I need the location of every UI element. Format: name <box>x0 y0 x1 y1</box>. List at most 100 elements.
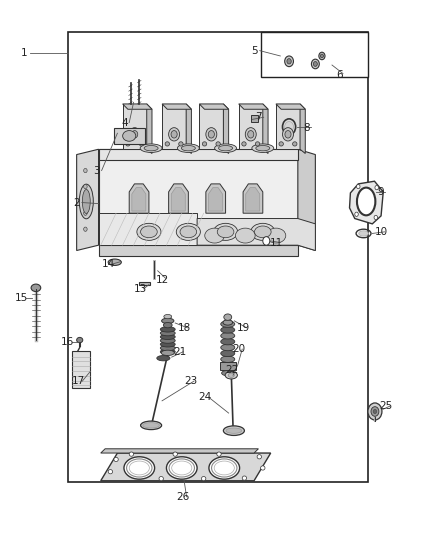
Polygon shape <box>298 149 315 251</box>
Polygon shape <box>101 453 271 481</box>
Ellipse shape <box>140 144 162 152</box>
Ellipse shape <box>221 344 235 351</box>
Text: 26: 26 <box>177 492 190 502</box>
Text: 2: 2 <box>73 198 80 207</box>
Ellipse shape <box>141 226 157 238</box>
Text: 18: 18 <box>177 323 191 333</box>
Ellipse shape <box>223 320 233 325</box>
Ellipse shape <box>215 144 237 152</box>
Ellipse shape <box>143 423 159 428</box>
Ellipse shape <box>252 144 274 152</box>
Text: 9: 9 <box>378 187 385 197</box>
Ellipse shape <box>221 321 235 327</box>
Ellipse shape <box>129 452 134 456</box>
Ellipse shape <box>287 59 291 64</box>
Polygon shape <box>101 449 258 453</box>
Ellipse shape <box>279 142 283 146</box>
Polygon shape <box>99 245 298 256</box>
Bar <box>72 351 90 388</box>
Text: 6: 6 <box>336 70 343 79</box>
Ellipse shape <box>375 185 378 190</box>
Ellipse shape <box>320 54 323 58</box>
Ellipse shape <box>132 131 138 138</box>
Text: 20: 20 <box>232 344 245 354</box>
Ellipse shape <box>177 223 201 240</box>
Bar <box>261 32 368 77</box>
Text: 21: 21 <box>173 347 186 357</box>
Text: 17: 17 <box>71 376 85 386</box>
Ellipse shape <box>141 421 162 430</box>
Ellipse shape <box>255 142 260 146</box>
Ellipse shape <box>263 237 270 245</box>
Ellipse shape <box>226 428 242 433</box>
Polygon shape <box>132 188 146 211</box>
Ellipse shape <box>123 131 136 141</box>
Ellipse shape <box>124 457 155 479</box>
Ellipse shape <box>179 142 183 146</box>
Text: 12: 12 <box>155 275 169 285</box>
Text: 23: 23 <box>184 376 197 386</box>
Text: 7: 7 <box>255 112 262 122</box>
Polygon shape <box>208 188 223 211</box>
Polygon shape <box>246 188 260 211</box>
Ellipse shape <box>222 370 234 376</box>
Ellipse shape <box>285 122 293 132</box>
Bar <box>220 362 236 370</box>
Text: 14: 14 <box>102 259 115 269</box>
Ellipse shape <box>359 231 368 236</box>
Ellipse shape <box>217 226 234 238</box>
Ellipse shape <box>228 373 234 377</box>
Polygon shape <box>199 104 223 149</box>
Polygon shape <box>77 149 99 251</box>
Polygon shape <box>123 104 147 149</box>
Ellipse shape <box>285 131 291 138</box>
Ellipse shape <box>31 284 41 292</box>
Ellipse shape <box>160 345 175 351</box>
Ellipse shape <box>357 188 375 215</box>
Text: 1: 1 <box>21 49 28 58</box>
Polygon shape <box>350 181 383 224</box>
Ellipse shape <box>214 461 234 475</box>
Ellipse shape <box>163 322 172 328</box>
Polygon shape <box>239 104 268 109</box>
Ellipse shape <box>172 461 192 475</box>
Ellipse shape <box>161 350 174 356</box>
Ellipse shape <box>371 407 379 416</box>
Ellipse shape <box>165 142 170 146</box>
Text: 16: 16 <box>61 337 74 347</box>
Polygon shape <box>169 184 188 213</box>
Polygon shape <box>263 104 268 154</box>
Ellipse shape <box>223 426 244 435</box>
Ellipse shape <box>242 142 246 146</box>
Ellipse shape <box>144 146 158 151</box>
Ellipse shape <box>166 457 197 479</box>
Ellipse shape <box>82 189 90 213</box>
Text: 3: 3 <box>93 166 100 175</box>
Text: 13: 13 <box>134 284 147 294</box>
Polygon shape <box>197 219 315 251</box>
Ellipse shape <box>221 350 235 357</box>
Ellipse shape <box>221 333 235 339</box>
Polygon shape <box>99 213 197 245</box>
Ellipse shape <box>357 184 360 189</box>
Ellipse shape <box>208 131 215 138</box>
Text: 24: 24 <box>198 392 212 402</box>
Polygon shape <box>243 184 263 213</box>
Text: 4: 4 <box>121 118 128 127</box>
Ellipse shape <box>245 127 256 141</box>
Text: 10: 10 <box>374 227 388 237</box>
Polygon shape <box>99 149 298 245</box>
Ellipse shape <box>162 318 174 324</box>
Polygon shape <box>276 104 300 149</box>
Ellipse shape <box>314 61 317 67</box>
Ellipse shape <box>108 259 121 265</box>
Ellipse shape <box>164 314 172 319</box>
Bar <box>68 32 368 482</box>
Ellipse shape <box>160 334 175 340</box>
Ellipse shape <box>256 146 270 151</box>
Ellipse shape <box>180 226 197 238</box>
Ellipse shape <box>368 403 382 420</box>
Ellipse shape <box>374 215 378 220</box>
Ellipse shape <box>160 349 175 354</box>
Text: 5: 5 <box>251 46 258 55</box>
